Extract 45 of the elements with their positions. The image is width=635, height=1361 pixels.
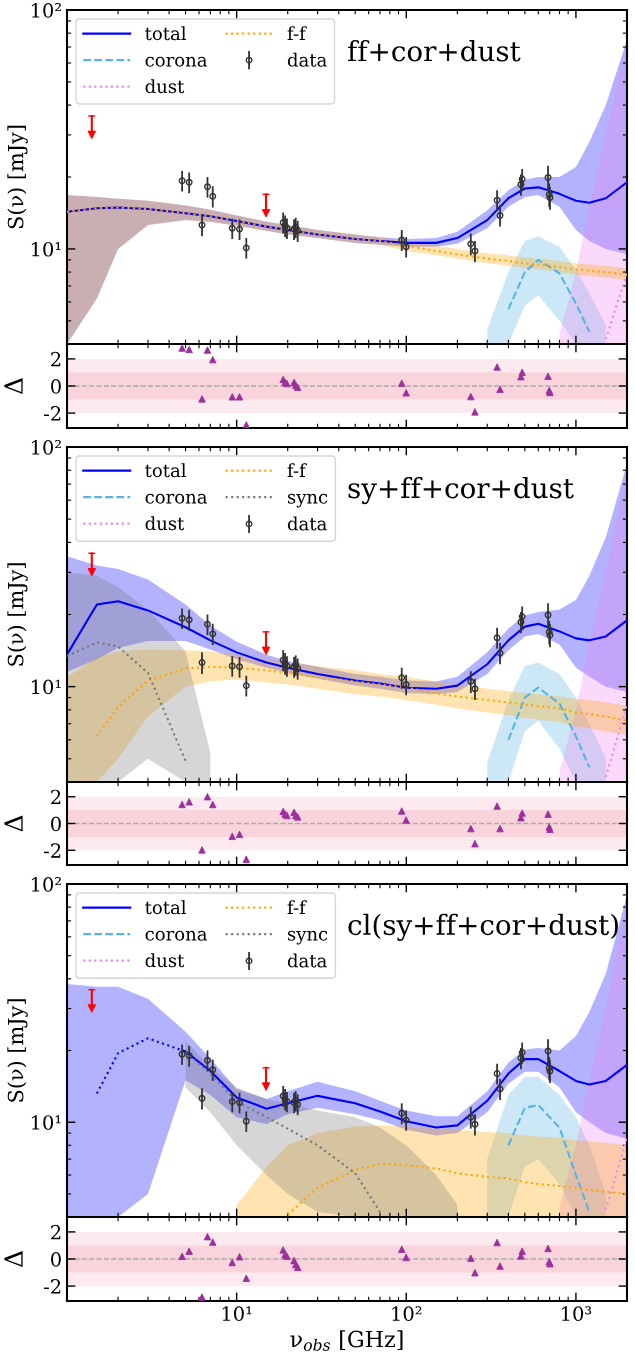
x-tick-label: 10¹	[222, 1306, 252, 1321]
y-tick-label: 10²	[31, 876, 61, 892]
legend-label: corona	[145, 493, 207, 504]
y-tick-label: 0	[51, 378, 61, 394]
x-tick-label: 10²	[392, 1306, 422, 1321]
y-tick-label: 2	[51, 789, 61, 805]
legend-label: dust	[145, 79, 185, 94]
y-tick-label: 10¹	[31, 1115, 61, 1130]
y-axis-title: S(ν) [mJy]	[7, 999, 28, 1102]
legend-label: data	[287, 52, 327, 67]
y-tick-label: 10¹	[31, 679, 61, 695]
legend-label: data	[287, 516, 327, 531]
y-tick-label: -2	[44, 406, 61, 421]
y-tick-label: -2	[44, 1279, 61, 1294]
legend-label: total	[145, 26, 187, 41]
annotation: ff+cor+dust	[348, 39, 521, 62]
annotation: sy+ff+cor+dust	[348, 476, 574, 505]
legend-label: sync	[287, 493, 328, 508]
legend-label: f-f	[287, 26, 307, 40]
y-tick-label: 10²	[31, 2, 61, 18]
y-tick-label: 10¹	[31, 241, 61, 257]
annotation: cl(sy+ff+cor+dust)	[348, 913, 618, 941]
legend-label: dust	[145, 953, 185, 968]
legend-label: corona	[145, 930, 207, 941]
y-tick-label: 0	[51, 1251, 61, 1267]
x-tick-label: 10³	[562, 1306, 592, 1321]
legend-label: data	[287, 953, 327, 968]
legend-label: total	[145, 900, 187, 915]
legend-label: f-f	[287, 900, 307, 914]
y-tick-label: 10²	[31, 439, 61, 455]
y-axis-title: Δ	[4, 1251, 23, 1268]
x-axis-title: ν$_{obs}$ [GHz]	[290, 1330, 403, 1351]
legend-label: f-f	[287, 463, 307, 477]
y-tick-label: -2	[44, 843, 61, 858]
y-axis-title: Δ	[4, 815, 23, 832]
y-tick-label: 0	[51, 816, 61, 832]
legend-label: corona	[145, 56, 207, 67]
legend-label: sync	[287, 930, 328, 945]
y-axis-title: Δ	[4, 378, 23, 395]
y-tick-label: 2	[51, 351, 61, 367]
legend-label: total	[145, 463, 187, 478]
y-axis-title: S(ν) [mJy]	[7, 125, 28, 229]
legend-label: dust	[145, 516, 185, 531]
y-tick-label: 2	[51, 1224, 61, 1240]
y-axis-title: S(ν) [mJy]	[7, 563, 28, 666]
